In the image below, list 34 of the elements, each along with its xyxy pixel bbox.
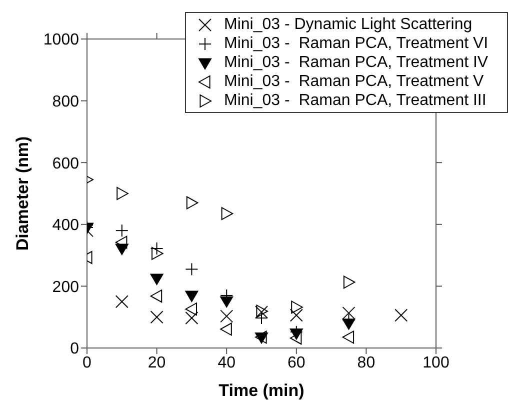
- point: [115, 236, 128, 249]
- x-tick-label: 100: [422, 354, 450, 372]
- legend-label: Mini_03 - Raman PCA, Treatment IV: [224, 53, 488, 72]
- x-tick-label: 40: [218, 354, 236, 372]
- point: [116, 187, 128, 200]
- point: [221, 207, 234, 220]
- point: [220, 296, 234, 308]
- point: [342, 330, 354, 344]
- y-axis-title: Diameter (nm): [13, 136, 32, 251]
- point: [220, 322, 232, 336]
- point: [343, 276, 356, 289]
- legend-label: Mini_03 - Dynamic Light Scattering: [224, 15, 472, 34]
- y-tick-label: 600: [52, 155, 80, 172]
- point: [185, 302, 197, 316]
- x-tick-label: 20: [148, 354, 166, 372]
- x-tick-label: 60: [288, 354, 306, 372]
- x-tick-label: 80: [357, 354, 376, 372]
- point: [150, 290, 162, 303]
- point: [290, 332, 302, 345]
- y-tick-label: 800: [52, 93, 80, 110]
- y-tick-label: 1000: [43, 32, 80, 49]
- point: [152, 246, 164, 260]
- x-tick-label: 0: [82, 354, 92, 372]
- point: [291, 300, 303, 314]
- x-axis-title: Time (min): [218, 381, 304, 400]
- point: [185, 290, 198, 302]
- point: [186, 196, 198, 210]
- legend-label: Mini_03 - Raman PCA, Treatment VI: [224, 34, 488, 53]
- legend-label: Mini_03 - Raman PCA, Treatment III: [224, 91, 486, 110]
- y-tick-label: 0: [70, 340, 80, 358]
- point: [150, 274, 164, 285]
- y-tick-label: 400: [52, 217, 80, 234]
- y-tick-label: 200: [52, 278, 80, 296]
- legend-label: Mini_03 - Raman PCA, Treatment V: [224, 72, 484, 91]
